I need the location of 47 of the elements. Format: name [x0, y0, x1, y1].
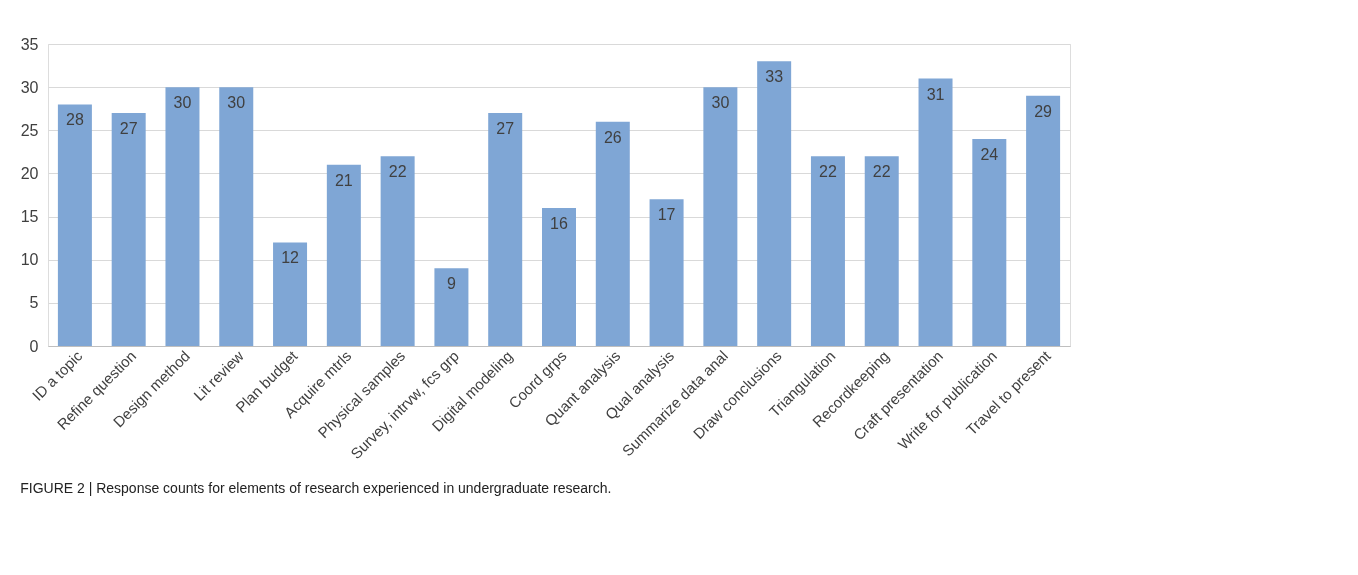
bar	[649, 199, 684, 346]
bar	[757, 61, 792, 346]
bar	[380, 156, 415, 346]
data-label: 30	[711, 94, 730, 112]
data-label: 30	[173, 94, 192, 112]
bar	[434, 268, 469, 346]
data-label: 17	[657, 206, 676, 224]
data-label: 27	[119, 120, 138, 138]
y-tick-label: 0	[29, 337, 39, 355]
bar	[165, 87, 200, 346]
data-label: 16	[550, 214, 568, 232]
bar	[810, 156, 845, 346]
bar	[488, 113, 523, 346]
y-tick-label: 10	[20, 251, 39, 269]
y-tick-label: 25	[20, 121, 39, 139]
bar	[273, 242, 308, 346]
bar	[1026, 95, 1061, 346]
data-label: 26	[603, 128, 622, 146]
data-label: 9	[446, 275, 456, 293]
data-label: 28	[66, 111, 84, 129]
data-label: 21	[334, 171, 353, 189]
data-label: 12	[281, 249, 300, 267]
bar	[703, 87, 738, 346]
y-tick-label: 30	[20, 78, 39, 96]
y-tick-label: 5	[29, 294, 39, 312]
data-label: 30	[227, 94, 246, 112]
data-label: 22	[819, 163, 837, 181]
y-tick-label: 35	[20, 35, 39, 53]
y-tick-label: 15	[20, 208, 39, 226]
data-label: 27	[496, 120, 515, 138]
data-label: 31	[926, 85, 945, 103]
bar	[864, 156, 899, 346]
bar	[918, 78, 953, 346]
bar	[111, 113, 146, 346]
bar	[972, 138, 1007, 346]
data-label: 33	[765, 68, 784, 86]
bar	[595, 121, 630, 346]
data-label: 29	[1034, 102, 1053, 120]
y-tick-label: 20	[20, 164, 39, 182]
data-label: 24	[980, 145, 999, 163]
bar	[542, 207, 576, 346]
bar	[326, 164, 361, 346]
bar	[219, 87, 254, 346]
data-label: 22	[388, 163, 407, 181]
data-label: 22	[872, 163, 891, 181]
bar	[57, 104, 92, 346]
caption: FIGURE 2 | Response counts for elements of research experienced in undergraduate research.	[20, 479, 612, 496]
